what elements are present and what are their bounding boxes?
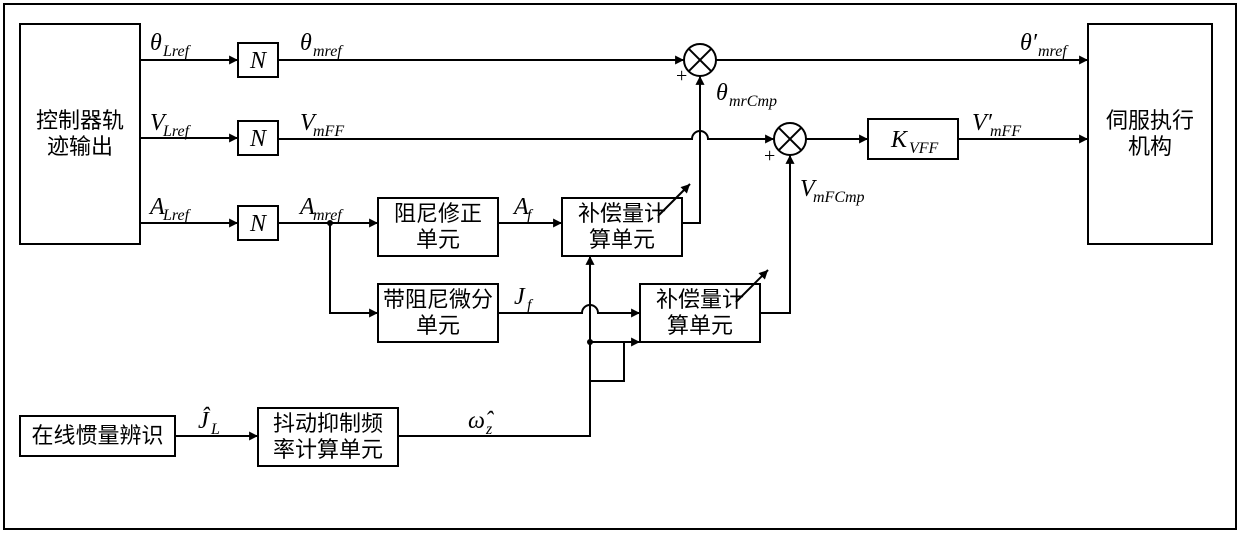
arrowhead: [765, 134, 774, 143]
svg-text:Lref: Lref: [162, 123, 192, 140]
kvff-label: K: [890, 127, 909, 153]
arrowhead: [859, 134, 868, 143]
compensation-calc-1-box-label: 补偿量计: [578, 201, 666, 226]
label-A-Lref: ALref: [148, 194, 192, 224]
outer-border: [4, 4, 1236, 529]
arrowhead: [785, 155, 794, 164]
damped-diff-box-label: 单元: [416, 313, 460, 338]
connector: [330, 223, 378, 313]
label-V-mFCmp: VmFCmp: [800, 176, 865, 206]
controller-box-label: 迹输出: [47, 134, 113, 159]
gain-N2-label: N: [249, 126, 268, 152]
label-theta-mrCmp: θmrCmp: [716, 80, 777, 110]
plus-sign-1: +: [676, 65, 687, 87]
svg-text:mref: mref: [1038, 43, 1069, 60]
servo-actuator-box-label: 伺服执行: [1106, 108, 1194, 133]
arrowhead: [1079, 55, 1088, 64]
arrowhead: [585, 256, 594, 265]
plus-sign-2: +: [764, 145, 775, 167]
svg-text:mref: mref: [313, 207, 344, 224]
damped-diff-box-label: 带阻尼微分: [383, 287, 493, 312]
connector: [590, 342, 640, 381]
svg-text:mFF: mFF: [990, 123, 1021, 140]
arrowhead: [631, 337, 640, 346]
arrowhead: [229, 133, 238, 142]
node-dot: [587, 339, 593, 345]
arrowhead: [369, 218, 378, 227]
svg-text:mref: mref: [313, 43, 344, 60]
svg-text:Lref: Lref: [162, 43, 192, 60]
svg-text:θ: θ: [150, 30, 162, 56]
connector: [760, 284, 790, 313]
label-A-mref: Amref: [298, 194, 344, 224]
controller-box-label: 控制器轨: [36, 108, 124, 133]
svg-text:z: z: [485, 421, 493, 438]
label-V-mFF-prime: V′mFF: [972, 110, 1021, 140]
label-A-f: Af: [512, 194, 534, 224]
label-J-f: Jf: [514, 284, 534, 314]
arrowhead: [229, 55, 238, 64]
compensation-calc-1-box-label: 算单元: [589, 227, 655, 252]
label-omega-z-hat: ω̂z: [468, 408, 494, 438]
arrowhead: [369, 308, 378, 317]
svg-text:θ: θ: [300, 30, 312, 56]
svg-text:J: J: [514, 284, 526, 310]
svg-text:θ′: θ′: [1020, 30, 1038, 56]
connector: [682, 198, 700, 223]
label-V-mFF: VmFF: [300, 110, 344, 140]
svg-text:Ĵ: Ĵ: [198, 407, 211, 434]
arrowhead: [675, 55, 684, 64]
svg-text:mrCmp: mrCmp: [729, 93, 777, 110]
svg-text:mFCmp: mFCmp: [813, 189, 865, 206]
arrowhead: [553, 218, 562, 227]
online-inertia-id-box-label: 在线惯量辨识: [31, 423, 163, 448]
servo-actuator-box-label: 机构: [1128, 134, 1172, 159]
compensation-calc-2-box-label: 算单元: [667, 313, 733, 338]
gain-N1-label: N: [249, 48, 268, 74]
jitter-suppress-freq-box-label: 率计算单元: [273, 437, 383, 462]
svg-text:L: L: [210, 421, 220, 438]
svg-text:f: f: [527, 297, 534, 314]
jitter-suppress-freq-box-label: 抖动抑制频: [273, 411, 383, 436]
label-theta-Lref: θLref: [150, 30, 192, 60]
svg-text:mFF: mFF: [313, 123, 344, 140]
arrowhead: [229, 218, 238, 227]
arrowhead: [1079, 134, 1088, 143]
damping-correction-box-label: 单元: [416, 227, 460, 252]
label-theta-mref: θmref: [300, 30, 344, 60]
compensation-calc-2-box-label: 补偿量计: [656, 287, 744, 312]
arrowhead: [695, 76, 704, 85]
svg-text:θ: θ: [716, 80, 728, 106]
svg-text:f: f: [527, 207, 534, 224]
svg-text:Lref: Lref: [162, 207, 192, 224]
arrowhead: [631, 308, 640, 317]
kvff-sub: VFF: [909, 140, 939, 157]
label-V-Lref: VLref: [150, 110, 192, 140]
label-theta-mref-prime: θ′mref: [1020, 30, 1069, 60]
arrowhead: [249, 431, 258, 440]
label-J-L-hat: ĴL: [198, 407, 220, 438]
gain-N3-label: N: [249, 211, 268, 237]
damping-correction-box-label: 阻尼修正: [394, 201, 482, 226]
